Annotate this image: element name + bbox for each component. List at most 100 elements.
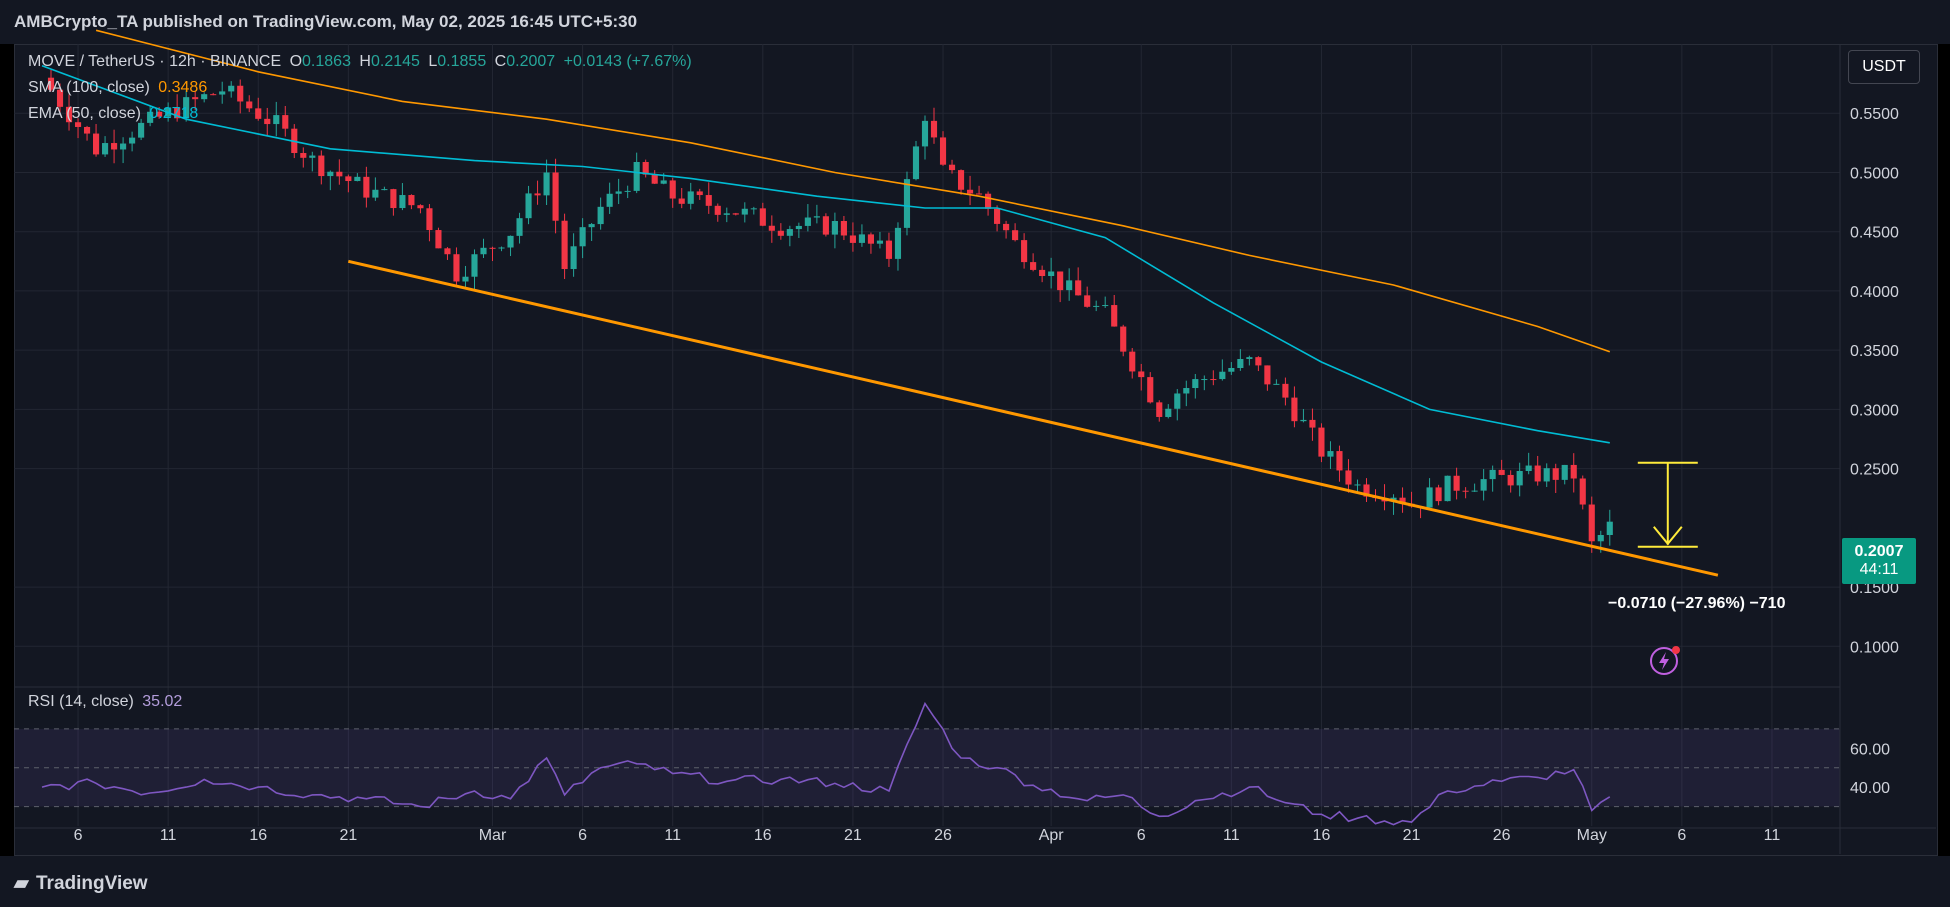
candle-body — [1480, 479, 1487, 491]
candle-body — [129, 137, 136, 144]
date-tick-label: Mar — [479, 827, 507, 844]
close-label: C — [494, 53, 507, 70]
candle-body — [1543, 468, 1550, 482]
rsi-tick-label: 40.00 — [1850, 780, 1890, 797]
candle-body — [1255, 357, 1262, 366]
candle-body — [1129, 351, 1136, 372]
candle-body — [237, 85, 244, 102]
candle-body — [1102, 305, 1109, 307]
currency-unit-button[interactable]: USDT — [1848, 50, 1920, 84]
date-tick-label: Apr — [1039, 827, 1065, 844]
candle-body — [138, 122, 145, 138]
date-tick-label: 11 — [1764, 827, 1781, 844]
candle-body — [624, 190, 631, 192]
tradingview-logo[interactable]: ▰ TradingView — [14, 872, 148, 895]
candle-body — [615, 191, 622, 194]
candle-body — [372, 189, 379, 198]
candle-body — [1174, 393, 1181, 409]
alert-icon[interactable] — [1648, 643, 1684, 679]
ema-legend[interactable]: EMA (50, close) 0.2718 — [28, 105, 198, 123]
candle-body — [399, 195, 406, 209]
rsi-legend[interactable]: RSI (14, close) 35.02 — [28, 693, 182, 711]
candle-body — [570, 246, 577, 270]
price-tick-label: 0.3500 — [1850, 343, 1899, 360]
date-tick-label: 21 — [1403, 827, 1421, 844]
rsi-label: RSI (14, close) — [28, 693, 134, 710]
candle-body — [840, 220, 847, 236]
candle-body — [642, 162, 649, 175]
candle-body — [56, 89, 64, 107]
candle-body — [74, 122, 82, 127]
candle-body — [669, 180, 676, 199]
candle-body — [156, 111, 163, 117]
candle-body — [921, 120, 929, 147]
chart-panel[interactable] — [14, 44, 1938, 856]
candle-body — [1120, 326, 1127, 352]
candle-body — [1264, 365, 1271, 385]
candle-body — [1498, 469, 1505, 475]
candle-body — [1597, 535, 1604, 542]
candle-body — [777, 230, 784, 236]
candle-body — [759, 208, 766, 226]
candle-body — [1444, 475, 1451, 502]
candle-body — [939, 137, 947, 165]
high-label: H — [359, 53, 371, 70]
candle-body — [957, 170, 965, 190]
candle-body — [1525, 465, 1532, 471]
candle-body — [732, 213, 739, 215]
candle-body — [985, 193, 992, 209]
candle-body — [489, 247, 496, 249]
candle-body — [147, 111, 154, 123]
open-value: 0.1863 — [302, 53, 351, 70]
candle-body — [300, 152, 307, 158]
ema-line — [41, 65, 1610, 444]
footer-bar — [0, 856, 1950, 907]
candle-body — [1435, 487, 1442, 502]
candle-body — [723, 213, 730, 215]
price-tick-label: 0.4500 — [1850, 225, 1899, 242]
candle-body — [1111, 305, 1118, 327]
candle-body — [1462, 490, 1469, 492]
sma-label: SMA (100, close) — [28, 79, 150, 96]
candle-body — [444, 248, 451, 255]
candle-body — [894, 227, 902, 259]
candle-body — [1237, 358, 1244, 368]
sma-legend[interactable]: SMA (100, close) 0.3486 — [28, 79, 207, 97]
rsi-tick-label: 60.00 — [1850, 741, 1890, 758]
date-tick-label: 26 — [1493, 827, 1511, 844]
candle-body — [201, 94, 208, 100]
candle-body — [1579, 478, 1586, 505]
candle-body — [1426, 487, 1433, 508]
date-tick-label: 16 — [249, 827, 267, 844]
candle-body — [948, 164, 956, 171]
candle-body — [1003, 223, 1010, 231]
candle-body — [1246, 357, 1253, 359]
candle-body — [1282, 383, 1289, 398]
candle-body — [678, 198, 685, 204]
candle-body — [381, 189, 388, 191]
candle-body — [543, 172, 550, 196]
rsi-line — [41, 701, 1611, 826]
candle-body — [606, 193, 613, 207]
candle-body — [345, 176, 352, 182]
tradingview-logo-icon: ▰ — [14, 873, 29, 894]
candle-body — [327, 171, 334, 177]
ema-value: 0.2718 — [149, 105, 199, 122]
candle-body — [354, 176, 361, 182]
candle-body — [1570, 464, 1577, 479]
candle-body — [453, 254, 460, 282]
candle-body — [1363, 484, 1370, 497]
candle-body — [1201, 379, 1208, 381]
candle-body — [1012, 230, 1019, 241]
date-tick-label: 11 — [160, 827, 177, 844]
candle-body — [210, 94, 217, 96]
candle-body — [858, 234, 865, 243]
candle-body — [1507, 474, 1514, 486]
candle-body — [1588, 504, 1595, 542]
candle-body — [651, 174, 658, 184]
low-value: 0.1855 — [437, 53, 487, 70]
candle-body — [552, 172, 559, 221]
indicator-lines — [41, 29, 1719, 577]
symbol-legend[interactable]: MOVE / TetherUS · 12h · BINANCE O0.1863 … — [28, 53, 692, 71]
